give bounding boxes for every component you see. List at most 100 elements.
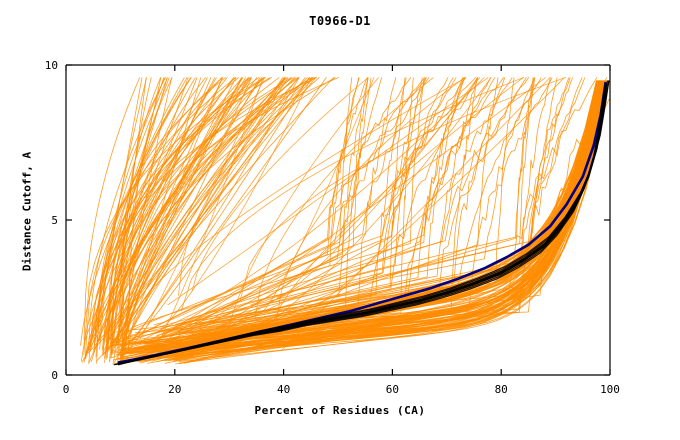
model-curve [125,77,310,347]
model-curve [137,77,608,360]
model-curve [117,77,152,365]
model-curve [134,80,602,361]
x-tick-label: 0 [63,383,70,396]
axis-tick-labels: 0 20 40 60 80 100 0 5 10 [45,59,620,396]
model-curve [128,77,454,342]
model-curve [84,77,198,359]
model-curve [185,77,513,333]
model-curve [191,77,369,292]
model-curve [84,77,236,359]
model-curve [180,77,525,311]
model-curve [139,77,265,340]
model-curve [172,80,599,360]
model-curve [178,77,414,334]
model-curve [80,77,188,346]
model-curve [224,77,379,347]
model-curve [115,77,353,350]
model-curve [250,77,481,306]
model-curve [262,77,375,313]
curve-group [80,77,610,366]
model-curve [167,77,489,306]
y-tick-label: 10 [45,59,58,72]
model-curve [178,80,604,363]
model-curve [121,77,327,359]
model-curve [110,77,313,355]
model-curve [124,77,280,350]
model-curve [120,77,223,353]
model-curve [90,77,189,362]
model-curve [116,77,297,346]
model-curve [178,80,600,364]
model-curve [154,77,312,335]
model-curve [103,77,216,359]
model-curve [112,77,598,333]
model-curve [83,77,208,345]
x-axis-label: Percent of Residues (CA) [254,404,426,417]
model-curve [117,83,608,366]
model-curve [178,77,314,296]
model-curve [147,77,478,344]
model-curve [88,77,166,352]
model-curve [144,77,467,299]
model-curve [83,77,288,363]
y-tick-label: 5 [51,214,58,227]
model-curve [109,77,237,362]
model-curve [128,77,426,343]
model-curve [221,77,492,350]
model-curve [189,77,499,358]
model-curve [110,80,600,347]
model-curve [94,77,143,340]
model-curve [83,77,265,356]
x-tick-label: 60 [386,383,399,396]
model-curve [181,80,600,356]
model-curve [113,77,306,349]
model-curve [106,77,192,358]
axis-ticks [65,64,611,376]
x-tick-label: 80 [495,383,508,396]
chart-title: T0966-D1 [309,14,371,28]
model-curve [127,77,300,349]
model-curve [154,77,586,351]
model-curve [178,77,397,339]
model-curve [90,77,228,347]
model-curve [83,77,141,341]
model-curve [113,77,252,365]
model-curve [107,77,285,352]
x-tick-label: 40 [277,383,290,396]
model-curve [148,77,412,348]
model-curve [239,77,566,302]
y-tick-label: 0 [51,369,58,382]
model-curve [172,80,604,363]
model-curve [130,77,425,329]
model-curve [195,97,610,324]
model-curve [96,77,166,349]
model-curve [157,77,536,339]
model-curve [106,77,335,345]
model-curve [112,77,242,351]
model-curve [120,77,173,339]
model-curve [175,80,603,365]
x-tick-label: 100 [600,383,620,396]
model-curve [126,80,610,363]
model-curve [117,77,339,343]
x-tick-label: 20 [168,383,181,396]
model-curve [254,77,434,320]
model-curve [153,77,485,326]
model-curve [105,77,239,343]
model-curve [208,77,546,322]
model-curve [89,77,252,353]
model-curve [141,77,360,342]
model-curve [144,80,606,348]
model-curve [175,77,574,336]
model-curve [102,77,292,341]
model-curve [184,77,467,358]
model-curve [125,77,292,355]
model-curve [128,77,165,351]
model-curve [110,77,266,341]
model-curve [255,77,565,349]
model-curve [173,77,430,341]
model-curve [167,80,599,355]
model-curve [122,77,286,341]
